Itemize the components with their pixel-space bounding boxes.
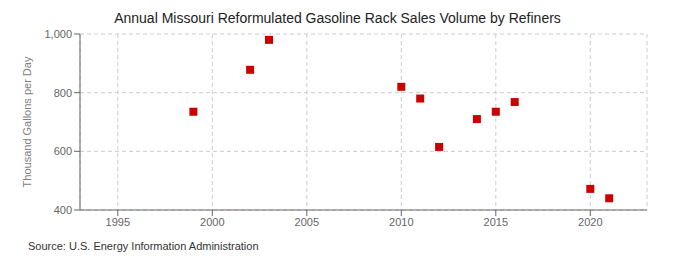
svg-text:2015: 2015 — [484, 216, 508, 228]
html-text:Annual Missouri Reformulated G: Annual Missouri Reformulated Gasoline Ra… — [114, 10, 561, 26]
svg-text:2000: 2000 — [200, 216, 224, 228]
svg-text:1995: 1995 — [106, 216, 130, 228]
html-text:Source: U.S. Energy Informatio: Source: U.S. Energy Information Administ… — [28, 240, 259, 252]
svg-text:600: 600 — [54, 145, 72, 157]
svg-text:400: 400 — [54, 204, 72, 216]
svg-text:2020: 2020 — [578, 216, 602, 228]
svg-text:2005: 2005 — [295, 216, 319, 228]
svg-text:1,000: 1,000 — [44, 28, 72, 40]
svg-text:2010: 2010 — [389, 216, 413, 228]
svg-text:800: 800 — [54, 87, 72, 99]
svg-text:Thousand Gallons per Day: Thousand Gallons per Day — [21, 56, 33, 187]
